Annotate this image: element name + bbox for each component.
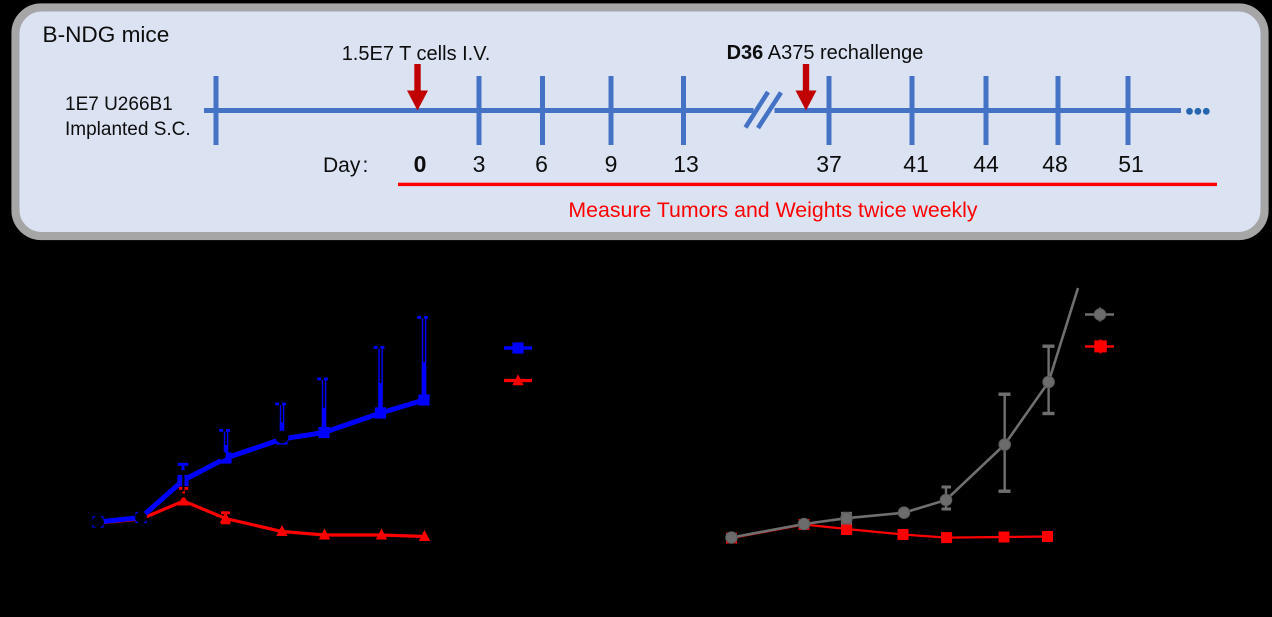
svg-text:Day: Day <box>323 154 361 177</box>
svg-text:0: 0 <box>414 151 427 177</box>
svg-text:1E7 U266B1: 1E7 U266B1 <box>65 94 173 115</box>
svg-text:41: 41 <box>903 151 929 177</box>
svg-text::: : <box>363 154 369 177</box>
svg-text:Implanted S.C.: Implanted S.C. <box>65 119 191 140</box>
svg-text:9: 9 <box>605 151 618 177</box>
svg-text:6: 6 <box>535 151 548 177</box>
svg-text:B-NDG mice: B-NDG mice <box>43 22 170 47</box>
svg-text:51: 51 <box>1118 151 1144 177</box>
svg-text:48: 48 <box>1042 151 1068 177</box>
svg-text:1.5E7 T cells I.V.: 1.5E7 T cells I.V. <box>342 43 491 65</box>
svg-text:3: 3 <box>473 151 486 177</box>
svg-text:44: 44 <box>973 151 999 177</box>
svg-text:37: 37 <box>816 151 842 177</box>
svg-text:13: 13 <box>673 151 699 177</box>
svg-text:D36 A375 rechallenge: D36 A375 rechallenge <box>727 42 924 64</box>
svg-text:Measure Tumors and Weights twi: Measure Tumors and Weights twice weekly <box>568 198 977 222</box>
